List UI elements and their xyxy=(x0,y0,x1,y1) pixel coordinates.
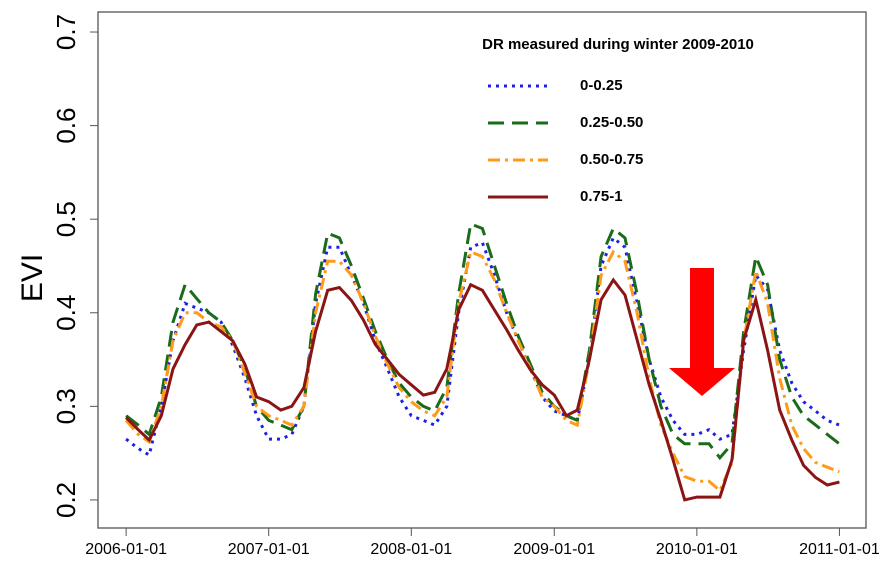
legend-label: 0.25-0.50 xyxy=(580,114,643,131)
y-tick-label: 0.7 xyxy=(51,14,81,50)
y-tick-label: 0.6 xyxy=(51,108,81,144)
line-series xyxy=(125,235,840,458)
x-tick-label: 2006-01-01 xyxy=(85,541,167,558)
line-series xyxy=(124,249,840,494)
x-tick-label: 2008-01-01 xyxy=(370,541,452,558)
x-tick-label: 2007-01-01 xyxy=(228,541,310,558)
line-series xyxy=(125,277,840,502)
legend-title: DR measured during winter 2009-2010 xyxy=(482,36,754,53)
x-tick-label: 2009-01-01 xyxy=(513,541,595,558)
y-tick-label: 0.2 xyxy=(51,482,81,518)
x-tick-label: 2010-01-01 xyxy=(656,541,738,558)
x-tick-label: 2011-01-01 xyxy=(799,541,880,558)
y-axis-label: EVI xyxy=(16,254,49,302)
plot-frame xyxy=(97,11,867,529)
arrow xyxy=(669,268,735,396)
legend-label: 0.75-1 xyxy=(580,188,623,205)
legend-label: 0-0.25 xyxy=(580,77,623,94)
legend-label: 0.50-0.75 xyxy=(580,151,643,168)
y-tick-label: 0.3 xyxy=(51,388,81,424)
line-series xyxy=(125,221,841,461)
y-tick-label: 0.4 xyxy=(51,295,81,331)
y-tick-label: 0.5 xyxy=(51,201,81,237)
